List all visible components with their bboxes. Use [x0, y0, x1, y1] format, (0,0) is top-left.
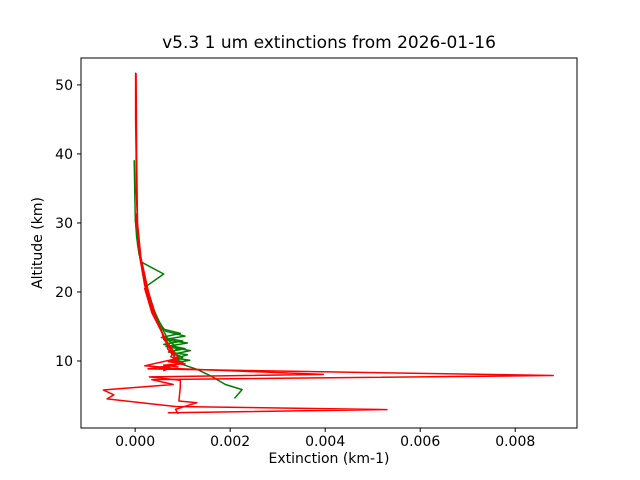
- x-axis-label: Extinction (km-1): [268, 451, 390, 467]
- x-tick-label: 0.000: [115, 434, 155, 450]
- y-tick-label: 50: [55, 78, 73, 94]
- axes-box: [80, 57, 578, 429]
- y-axis-label-text: Altitude (km): [30, 197, 46, 289]
- plot-title: v5.3 1 um extinctions from 2026-01-16: [162, 33, 496, 53]
- x-tick-label: 0.006: [400, 434, 440, 450]
- red-profile-4: [102, 249, 554, 414]
- y-tick-label: 10: [55, 354, 73, 370]
- y-tick-label: 40: [55, 147, 73, 163]
- series-group: [102, 72, 554, 415]
- green-profile-3: [133, 160, 243, 399]
- x-tick-label: 0.008: [495, 434, 535, 450]
- red-profile-2: [135, 73, 177, 372]
- x-tick-label: 0.002: [210, 434, 250, 450]
- y-tick-label: 20: [55, 285, 73, 301]
- y-tick-label: 30: [55, 216, 73, 232]
- x-tick-label: 0.004: [305, 434, 345, 450]
